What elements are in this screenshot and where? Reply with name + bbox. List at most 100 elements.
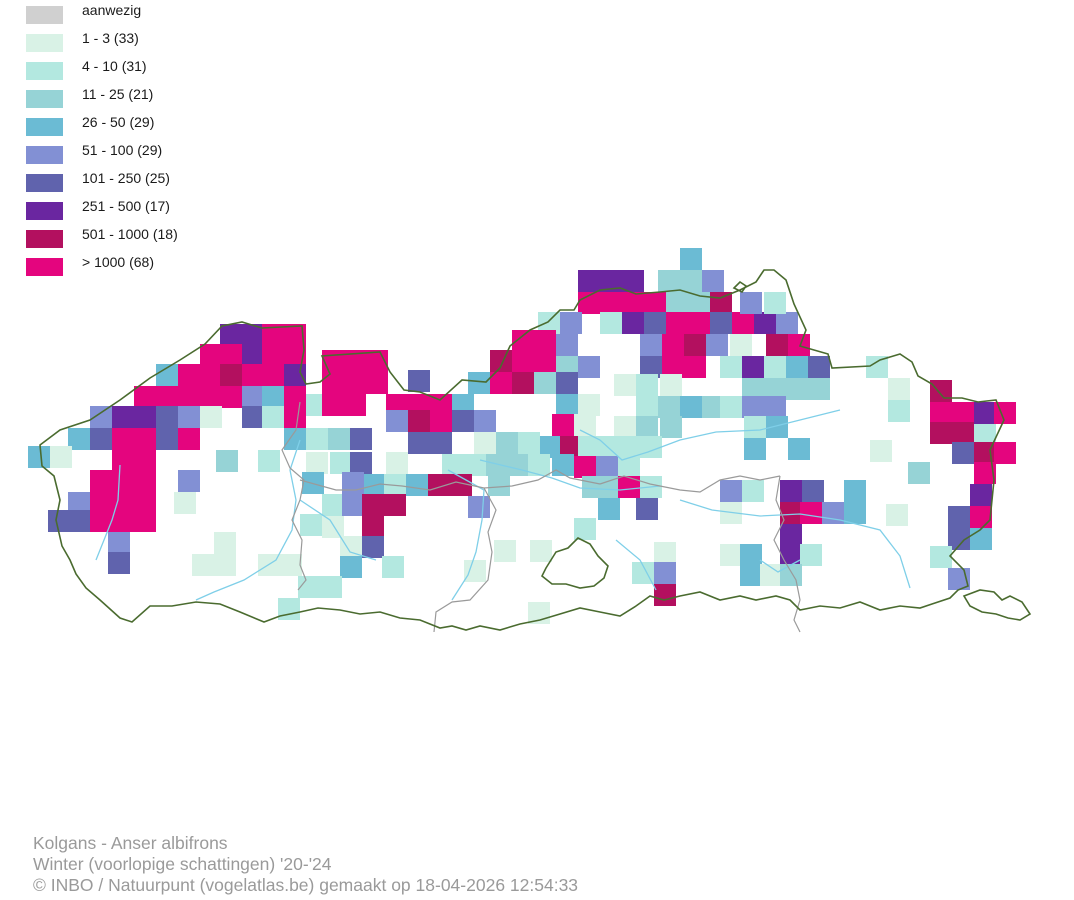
grid-cell xyxy=(284,428,306,450)
grid-cell xyxy=(178,386,200,408)
legend-label: 251 - 500 (17) xyxy=(82,198,170,214)
grid-cell xyxy=(450,474,472,496)
grid-cell xyxy=(730,334,752,356)
grid-cell xyxy=(654,542,676,564)
grid-cell xyxy=(640,334,662,356)
period-subtitle: Winter (voorlopige schattingen) '20-'24 xyxy=(33,854,332,874)
grid-cell xyxy=(742,480,764,502)
grid-cell xyxy=(200,406,222,428)
legend-swatch xyxy=(26,118,63,136)
grid-cell xyxy=(428,474,450,496)
grid-cell xyxy=(974,462,996,484)
grid-cell xyxy=(242,386,264,408)
grid-cell xyxy=(740,564,762,586)
grid-cell xyxy=(222,344,244,366)
legend-swatch xyxy=(26,90,63,108)
grid-cell xyxy=(344,394,366,416)
grid-cell xyxy=(68,492,90,514)
grid-cell xyxy=(306,428,328,450)
grid-cell xyxy=(382,556,404,578)
grid-cell xyxy=(780,524,802,546)
grid-cell xyxy=(242,324,264,346)
grid-cell xyxy=(578,436,600,458)
grid-cell xyxy=(262,406,284,428)
grid-cell xyxy=(574,414,596,436)
grid-cell xyxy=(200,344,222,366)
grid-cell xyxy=(780,564,802,586)
grid-cell xyxy=(530,540,552,562)
grid-cell xyxy=(764,396,786,418)
grid-cell xyxy=(788,334,810,356)
grid-cell xyxy=(618,456,640,478)
grid-cell xyxy=(534,372,556,394)
grid-cell xyxy=(328,428,350,450)
legend-swatch xyxy=(26,62,63,80)
legend-label: 4 - 10 (31) xyxy=(82,58,147,74)
grid-cell xyxy=(474,432,496,454)
grid-cell xyxy=(442,454,464,476)
grid-cell xyxy=(464,560,486,582)
grid-cell xyxy=(552,454,574,476)
grid-cell xyxy=(720,356,742,378)
grid-cell xyxy=(556,394,578,416)
grid-cell xyxy=(540,436,562,458)
grid-cell xyxy=(386,452,408,474)
grid-cell xyxy=(766,416,788,438)
grid-cell xyxy=(430,432,452,454)
grid-cell xyxy=(300,514,322,536)
grid-cell xyxy=(464,454,486,476)
grid-cell xyxy=(134,492,156,514)
grid-cell xyxy=(870,440,892,462)
grid-cell xyxy=(534,350,556,372)
grid-cell xyxy=(156,386,178,408)
grid-cell xyxy=(622,270,644,292)
flanders-boundary xyxy=(39,269,1032,631)
grid-cell xyxy=(408,410,430,432)
legend-label: 26 - 50 (29) xyxy=(82,114,155,130)
grid-cell xyxy=(742,356,764,378)
grid-cell xyxy=(134,386,156,408)
baarle-enclave xyxy=(732,280,748,294)
grid-cell xyxy=(578,394,600,416)
grid-cell xyxy=(660,374,682,396)
grid-cell xyxy=(658,270,680,292)
grid-cell xyxy=(386,410,408,432)
grid-cell xyxy=(340,536,362,558)
grid-cell xyxy=(764,292,786,314)
grid-cell xyxy=(306,452,328,474)
grid-cell xyxy=(844,502,866,524)
abundance-grid xyxy=(28,248,1016,624)
grid-cell xyxy=(560,436,582,458)
grid-cell xyxy=(262,364,284,386)
grid-cell xyxy=(658,396,680,418)
grid-cell xyxy=(322,516,344,538)
grid-cell xyxy=(684,356,706,378)
grid-cell xyxy=(742,396,764,418)
grid-cell xyxy=(598,498,620,520)
grid-cell xyxy=(488,474,510,496)
grid-cell xyxy=(134,450,156,472)
river xyxy=(615,539,657,591)
grid-cell xyxy=(574,456,596,478)
grid-cell xyxy=(680,248,702,270)
grid-cell xyxy=(280,554,302,576)
grid-cell xyxy=(200,364,222,386)
grid-cell xyxy=(220,386,242,408)
grid-cell xyxy=(178,364,200,386)
grid-cell xyxy=(666,292,688,314)
grid-cell xyxy=(340,556,362,578)
grid-cell xyxy=(344,372,366,394)
grid-cell xyxy=(800,544,822,566)
grid-cell xyxy=(552,414,574,436)
grid-cell xyxy=(216,450,238,472)
grid-cell xyxy=(68,510,90,532)
grid-cell xyxy=(90,406,112,428)
river xyxy=(299,499,377,561)
legend-label: 101 - 250 (25) xyxy=(82,170,170,186)
legend-label: 1 - 3 (33) xyxy=(82,30,139,46)
grid-cell xyxy=(538,312,560,334)
grid-cell xyxy=(108,552,130,574)
grid-cell xyxy=(242,364,264,386)
grid-cell xyxy=(512,330,534,352)
grid-cell xyxy=(156,364,178,386)
